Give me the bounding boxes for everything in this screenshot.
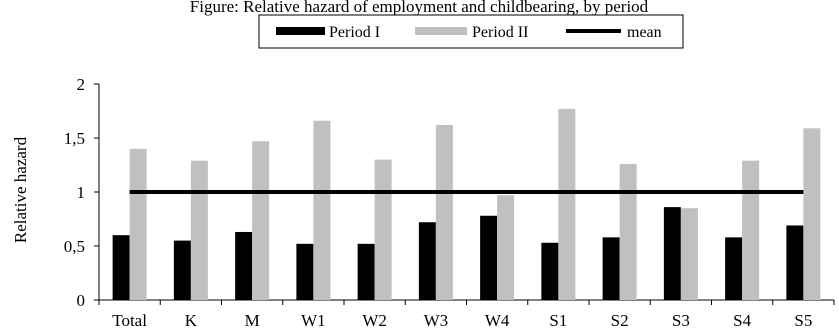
bar-period-2 [803, 128, 821, 300]
bar-period-1 [418, 222, 436, 300]
bars [112, 108, 821, 300]
bar-period-1 [663, 207, 681, 300]
x-ticks: Total K M W1 W2 W3 W4 S1 S2 S3 S4 S5 [98, 300, 835, 330]
x-tick-label: S1 [549, 311, 567, 330]
bar-period-1 [480, 215, 498, 300]
legend-swatch-period-1 [276, 27, 325, 35]
x-tick-label: W4 [485, 311, 510, 330]
x-tick-label: W2 [362, 311, 387, 330]
bar-period-2 [558, 108, 576, 300]
x-tick-label: W1 [301, 311, 326, 330]
x-tick-label: S3 [672, 311, 690, 330]
bar-period-2 [435, 125, 453, 300]
bar-period-2 [190, 160, 208, 300]
bar-period-1 [725, 237, 743, 300]
x-tick-label: W3 [424, 311, 449, 330]
bar-period-2 [619, 163, 637, 300]
bar-period-1 [296, 243, 314, 300]
bar-period-1 [786, 225, 804, 300]
bar-period-2 [252, 141, 270, 300]
bar-period-2 [742, 160, 760, 300]
y-tick-label: 0,5 [64, 237, 85, 256]
legend-label-period-1: Period I [329, 24, 380, 41]
legend-swatch-period-2 [415, 27, 467, 35]
x-tick-label: K [185, 311, 198, 330]
x-tick-label: S4 [733, 311, 751, 330]
bar-period-1 [235, 231, 253, 300]
bar-period-2 [129, 148, 147, 300]
legend: Period I Period II mean [258, 14, 684, 49]
legend-item-mean: mean [566, 24, 662, 41]
legend-item-period-1: Period I [276, 24, 380, 41]
x-tick-label: M [245, 311, 260, 330]
x-tick-label: S2 [611, 311, 629, 330]
bar-period-2 [497, 195, 515, 300]
bar-period-1 [112, 235, 130, 300]
bar-period-2 [680, 208, 698, 300]
bar-period-1 [541, 242, 559, 300]
y-tick-label: 1 [77, 183, 86, 202]
legend-item-period-2: Period II [415, 24, 528, 41]
y-tick-label: 1,5 [64, 129, 85, 148]
x-tick-label: Total [112, 311, 147, 330]
bar-period-2 [374, 159, 392, 300]
bar-period-1 [602, 237, 620, 300]
chart-title: Figure: Relative hazard of employment an… [190, 0, 649, 16]
y-tick-label: 0 [77, 291, 86, 310]
y-tick-label: 2 [77, 75, 86, 94]
y-axis-title: Relative hazard [11, 136, 30, 243]
legend-label-period-2: Period II [472, 24, 528, 41]
y-ticks: 0 0,5 1 1,5 2 [64, 75, 99, 310]
bar-period-1 [173, 240, 191, 300]
bar-period-1 [357, 243, 375, 300]
x-tick-label: S5 [794, 311, 812, 330]
bar-period-2 [313, 120, 331, 300]
legend-label-mean: mean [627, 24, 662, 41]
